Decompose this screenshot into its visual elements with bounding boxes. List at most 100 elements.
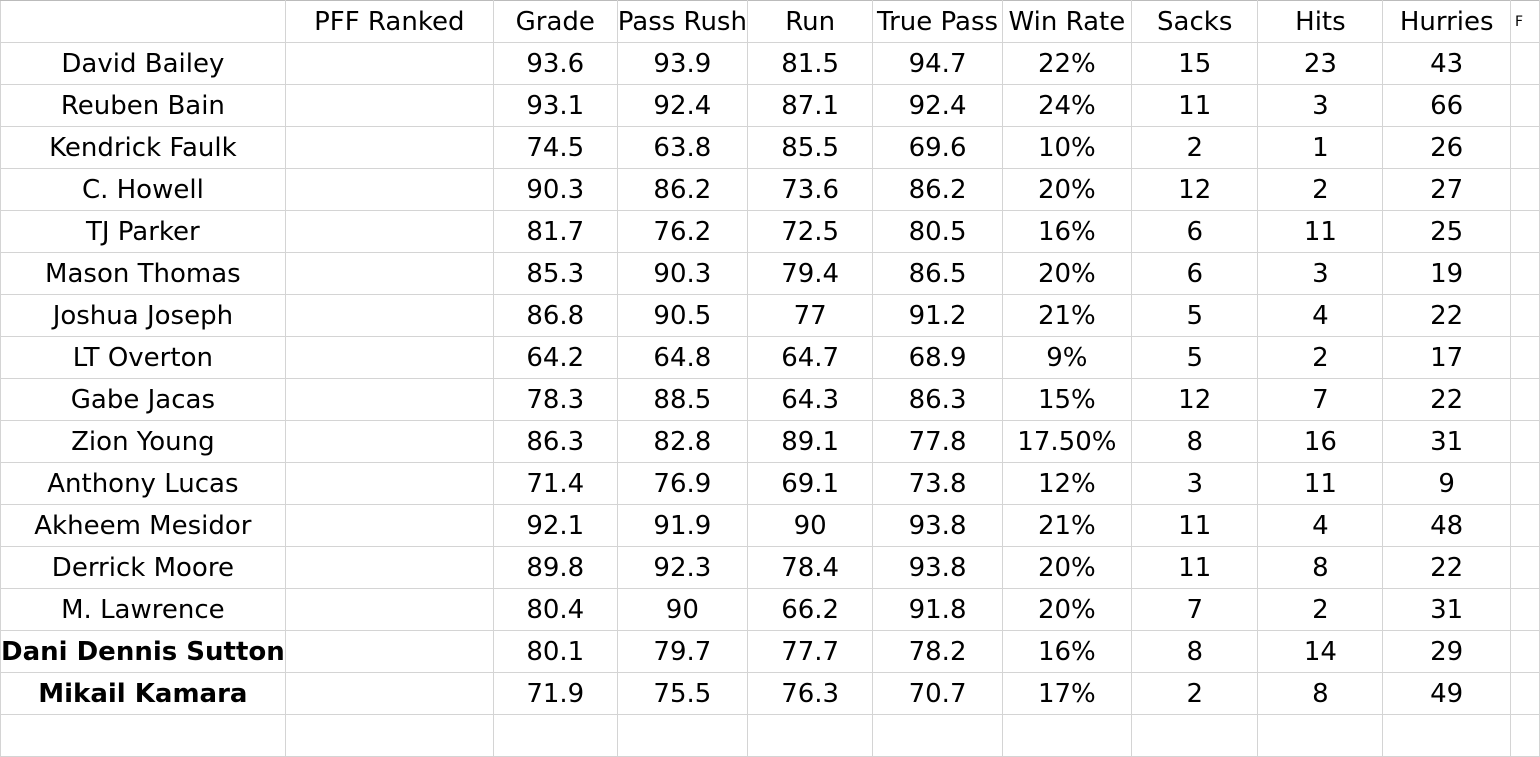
- empty-cell[interactable]: [1510, 672, 1540, 715]
- data-cell[interactable]: 79.4: [746, 252, 874, 295]
- data-cell[interactable]: [284, 672, 494, 715]
- data-cell[interactable]: 71.9: [492, 672, 618, 715]
- data-cell[interactable]: 31: [1382, 420, 1512, 463]
- header-cell[interactable]: Grade: [492, 0, 618, 43]
- data-cell[interactable]: 64.2: [492, 336, 618, 379]
- data-cell[interactable]: 26: [1382, 126, 1512, 169]
- data-cell[interactable]: 70.7: [872, 672, 1003, 715]
- empty-cell[interactable]: [1001, 714, 1132, 757]
- empty-cell[interactable]: [1510, 714, 1540, 757]
- data-cell[interactable]: 80.4: [492, 588, 618, 631]
- data-cell[interactable]: 16: [1257, 420, 1384, 463]
- player-name-cell[interactable]: M. Lawrence: [0, 588, 286, 631]
- data-cell[interactable]: 16%: [1001, 210, 1132, 253]
- data-cell[interactable]: 17: [1382, 336, 1512, 379]
- data-cell[interactable]: 5: [1130, 294, 1259, 337]
- player-name-cell[interactable]: Dani Dennis Sutton: [0, 630, 286, 673]
- player-name-cell[interactable]: David Bailey: [0, 42, 286, 85]
- data-cell[interactable]: [284, 168, 494, 211]
- header-cell-partial[interactable]: F: [1510, 0, 1540, 43]
- data-cell[interactable]: 15: [1130, 42, 1259, 85]
- data-cell[interactable]: 8: [1257, 546, 1384, 589]
- header-cell[interactable]: Win Rate: [1001, 0, 1132, 43]
- data-cell[interactable]: [284, 504, 494, 547]
- data-cell[interactable]: [284, 588, 494, 631]
- data-cell[interactable]: 31: [1382, 588, 1512, 631]
- data-cell[interactable]: 77.7: [746, 630, 874, 673]
- data-cell[interactable]: 10%: [1001, 126, 1132, 169]
- empty-cell[interactable]: [746, 714, 874, 757]
- data-cell[interactable]: [284, 210, 494, 253]
- header-cell[interactable]: Hits: [1257, 0, 1384, 43]
- data-cell[interactable]: 17.50%: [1001, 420, 1132, 463]
- data-cell[interactable]: 75.5: [616, 672, 748, 715]
- empty-cell[interactable]: [1510, 84, 1540, 127]
- header-cell[interactable]: [0, 0, 286, 43]
- empty-cell[interactable]: [1510, 336, 1540, 379]
- empty-cell[interactable]: [1130, 714, 1259, 757]
- data-cell[interactable]: 25: [1382, 210, 1512, 253]
- data-cell[interactable]: 93.1: [492, 84, 618, 127]
- data-cell[interactable]: 86.3: [872, 378, 1003, 421]
- data-cell[interactable]: [284, 336, 494, 379]
- data-cell[interactable]: 86.2: [872, 168, 1003, 211]
- data-cell[interactable]: [284, 294, 494, 337]
- data-cell[interactable]: 1: [1257, 126, 1384, 169]
- data-cell[interactable]: 81.7: [492, 210, 618, 253]
- data-cell[interactable]: 20%: [1001, 252, 1132, 295]
- empty-cell[interactable]: [1510, 42, 1540, 85]
- data-cell[interactable]: 64.8: [616, 336, 748, 379]
- player-name-cell[interactable]: Zion Young: [0, 420, 286, 463]
- data-cell[interactable]: 21%: [1001, 504, 1132, 547]
- data-cell[interactable]: 94.7: [872, 42, 1003, 85]
- data-cell[interactable]: 93.8: [872, 546, 1003, 589]
- data-cell[interactable]: 2: [1257, 588, 1384, 631]
- data-cell[interactable]: 2: [1257, 168, 1384, 211]
- data-cell[interactable]: 20%: [1001, 588, 1132, 631]
- data-cell[interactable]: 74.5: [492, 126, 618, 169]
- data-cell[interactable]: 22: [1382, 294, 1512, 337]
- data-cell[interactable]: 2: [1257, 336, 1384, 379]
- data-cell[interactable]: 6: [1130, 210, 1259, 253]
- data-cell[interactable]: 85.5: [746, 126, 874, 169]
- empty-cell[interactable]: [1382, 714, 1512, 757]
- data-cell[interactable]: 72.5: [746, 210, 874, 253]
- data-cell[interactable]: 86.3: [492, 420, 618, 463]
- data-cell[interactable]: [284, 420, 494, 463]
- data-cell[interactable]: 80.5: [872, 210, 1003, 253]
- data-cell[interactable]: 9%: [1001, 336, 1132, 379]
- data-cell[interactable]: 88.5: [616, 378, 748, 421]
- player-name-cell[interactable]: LT Overton: [0, 336, 286, 379]
- data-cell[interactable]: 93.6: [492, 42, 618, 85]
- header-cell[interactable]: PFF Ranked: [284, 0, 494, 43]
- player-name-cell[interactable]: Mason Thomas: [0, 252, 286, 295]
- data-cell[interactable]: 80.1: [492, 630, 618, 673]
- data-cell[interactable]: 19: [1382, 252, 1512, 295]
- data-cell[interactable]: 69.6: [872, 126, 1003, 169]
- data-cell[interactable]: 29: [1382, 630, 1512, 673]
- data-cell[interactable]: 69.1: [746, 462, 874, 505]
- header-cell[interactable]: True Pass: [872, 0, 1003, 43]
- data-cell[interactable]: 90.3: [616, 252, 748, 295]
- data-cell[interactable]: [284, 42, 494, 85]
- data-cell[interactable]: 17%: [1001, 672, 1132, 715]
- data-cell[interactable]: 12: [1130, 168, 1259, 211]
- data-cell[interactable]: 14: [1257, 630, 1384, 673]
- data-cell[interactable]: 8: [1130, 630, 1259, 673]
- data-cell[interactable]: 86.2: [616, 168, 748, 211]
- data-cell[interactable]: 78.2: [872, 630, 1003, 673]
- data-cell[interactable]: 91.8: [872, 588, 1003, 631]
- data-cell[interactable]: 85.3: [492, 252, 618, 295]
- data-cell[interactable]: [284, 378, 494, 421]
- data-cell[interactable]: 92.4: [872, 84, 1003, 127]
- data-cell[interactable]: 93.9: [616, 42, 748, 85]
- player-name-cell[interactable]: Reuben Bain: [0, 84, 286, 127]
- data-cell[interactable]: 90.3: [492, 168, 618, 211]
- empty-cell[interactable]: [1510, 504, 1540, 547]
- data-cell[interactable]: 92.4: [616, 84, 748, 127]
- data-cell[interactable]: 77.8: [872, 420, 1003, 463]
- player-name-cell[interactable]: Mikail Kamara: [0, 672, 286, 715]
- data-cell[interactable]: 86.5: [872, 252, 1003, 295]
- data-cell[interactable]: 86.8: [492, 294, 618, 337]
- data-cell[interactable]: 2: [1130, 126, 1259, 169]
